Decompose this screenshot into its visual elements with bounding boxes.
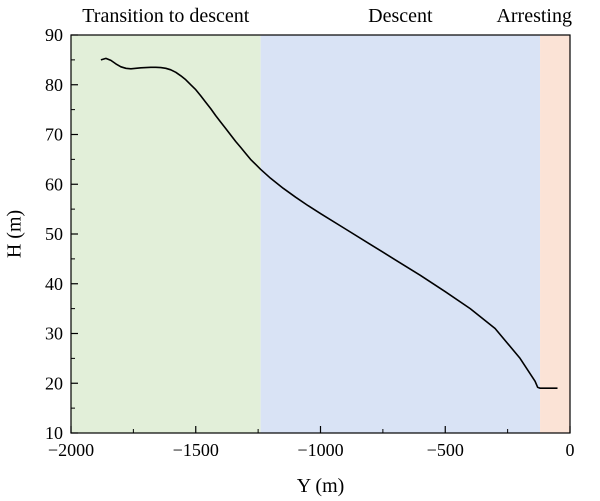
y-tick-label: 90 xyxy=(45,25,63,45)
y-tick-label: 50 xyxy=(45,224,63,244)
y-tick-label: 60 xyxy=(45,174,63,194)
y-tick-label: 20 xyxy=(45,373,63,393)
y-tick-label: 10 xyxy=(45,423,63,443)
phase-label-1: Transition to descent xyxy=(82,5,249,27)
x-tick-label: −1500 xyxy=(173,440,219,460)
phase-band-3 xyxy=(540,35,570,433)
phase-band-2 xyxy=(260,35,541,433)
x-tick-label: 0 xyxy=(566,440,575,460)
phase-band-1 xyxy=(71,35,261,433)
x-tick-label: −500 xyxy=(427,440,464,460)
x-tick-label: −1000 xyxy=(297,440,343,460)
phase-label-3: Arresting xyxy=(496,5,572,27)
y-tick-label: 70 xyxy=(45,125,63,145)
x-tick-label: −2000 xyxy=(48,440,94,460)
phase-labels: Transition to descent Descent Arresting xyxy=(82,5,572,27)
phase-bands xyxy=(71,35,570,433)
plot-frame xyxy=(70,34,571,434)
y-tick-label: 40 xyxy=(45,274,63,294)
series-line-1 xyxy=(100,57,558,390)
x-axis-title: Y (m) xyxy=(297,475,345,497)
phase-label-2: Descent xyxy=(368,5,433,27)
y-tick-label: 30 xyxy=(45,324,63,344)
y-axis-title: H (m) xyxy=(4,210,26,258)
tick-labels: −2000 −1500 −1000 −500 0 10 20 30 40 50 60 70 80 90 xyxy=(45,25,575,460)
y-tick-label: 80 xyxy=(45,75,63,95)
plot-lines xyxy=(100,57,558,390)
